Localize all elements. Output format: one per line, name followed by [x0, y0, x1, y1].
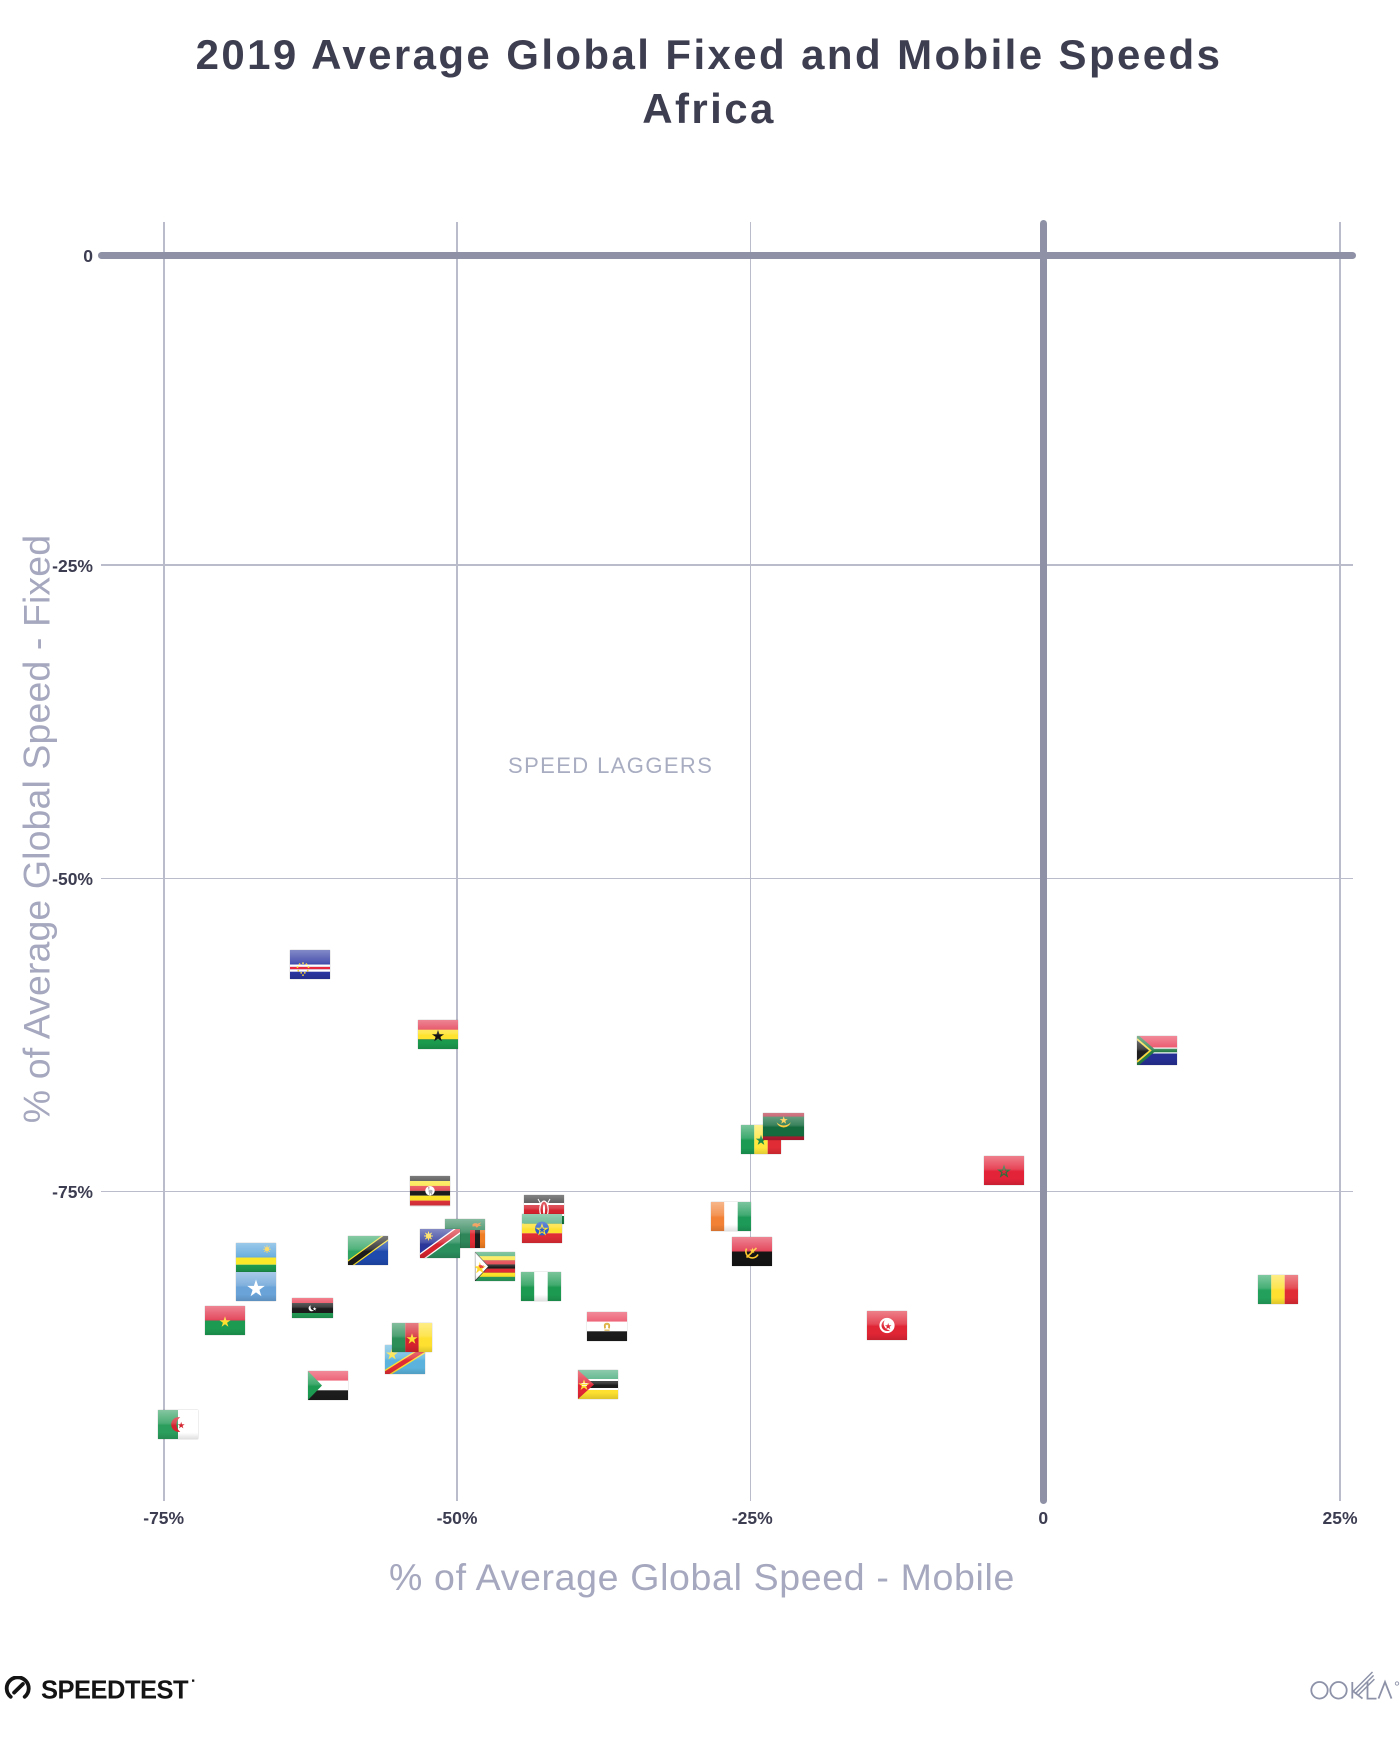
- svg-text:SPEEDTEST: SPEEDTEST: [41, 1676, 189, 1704]
